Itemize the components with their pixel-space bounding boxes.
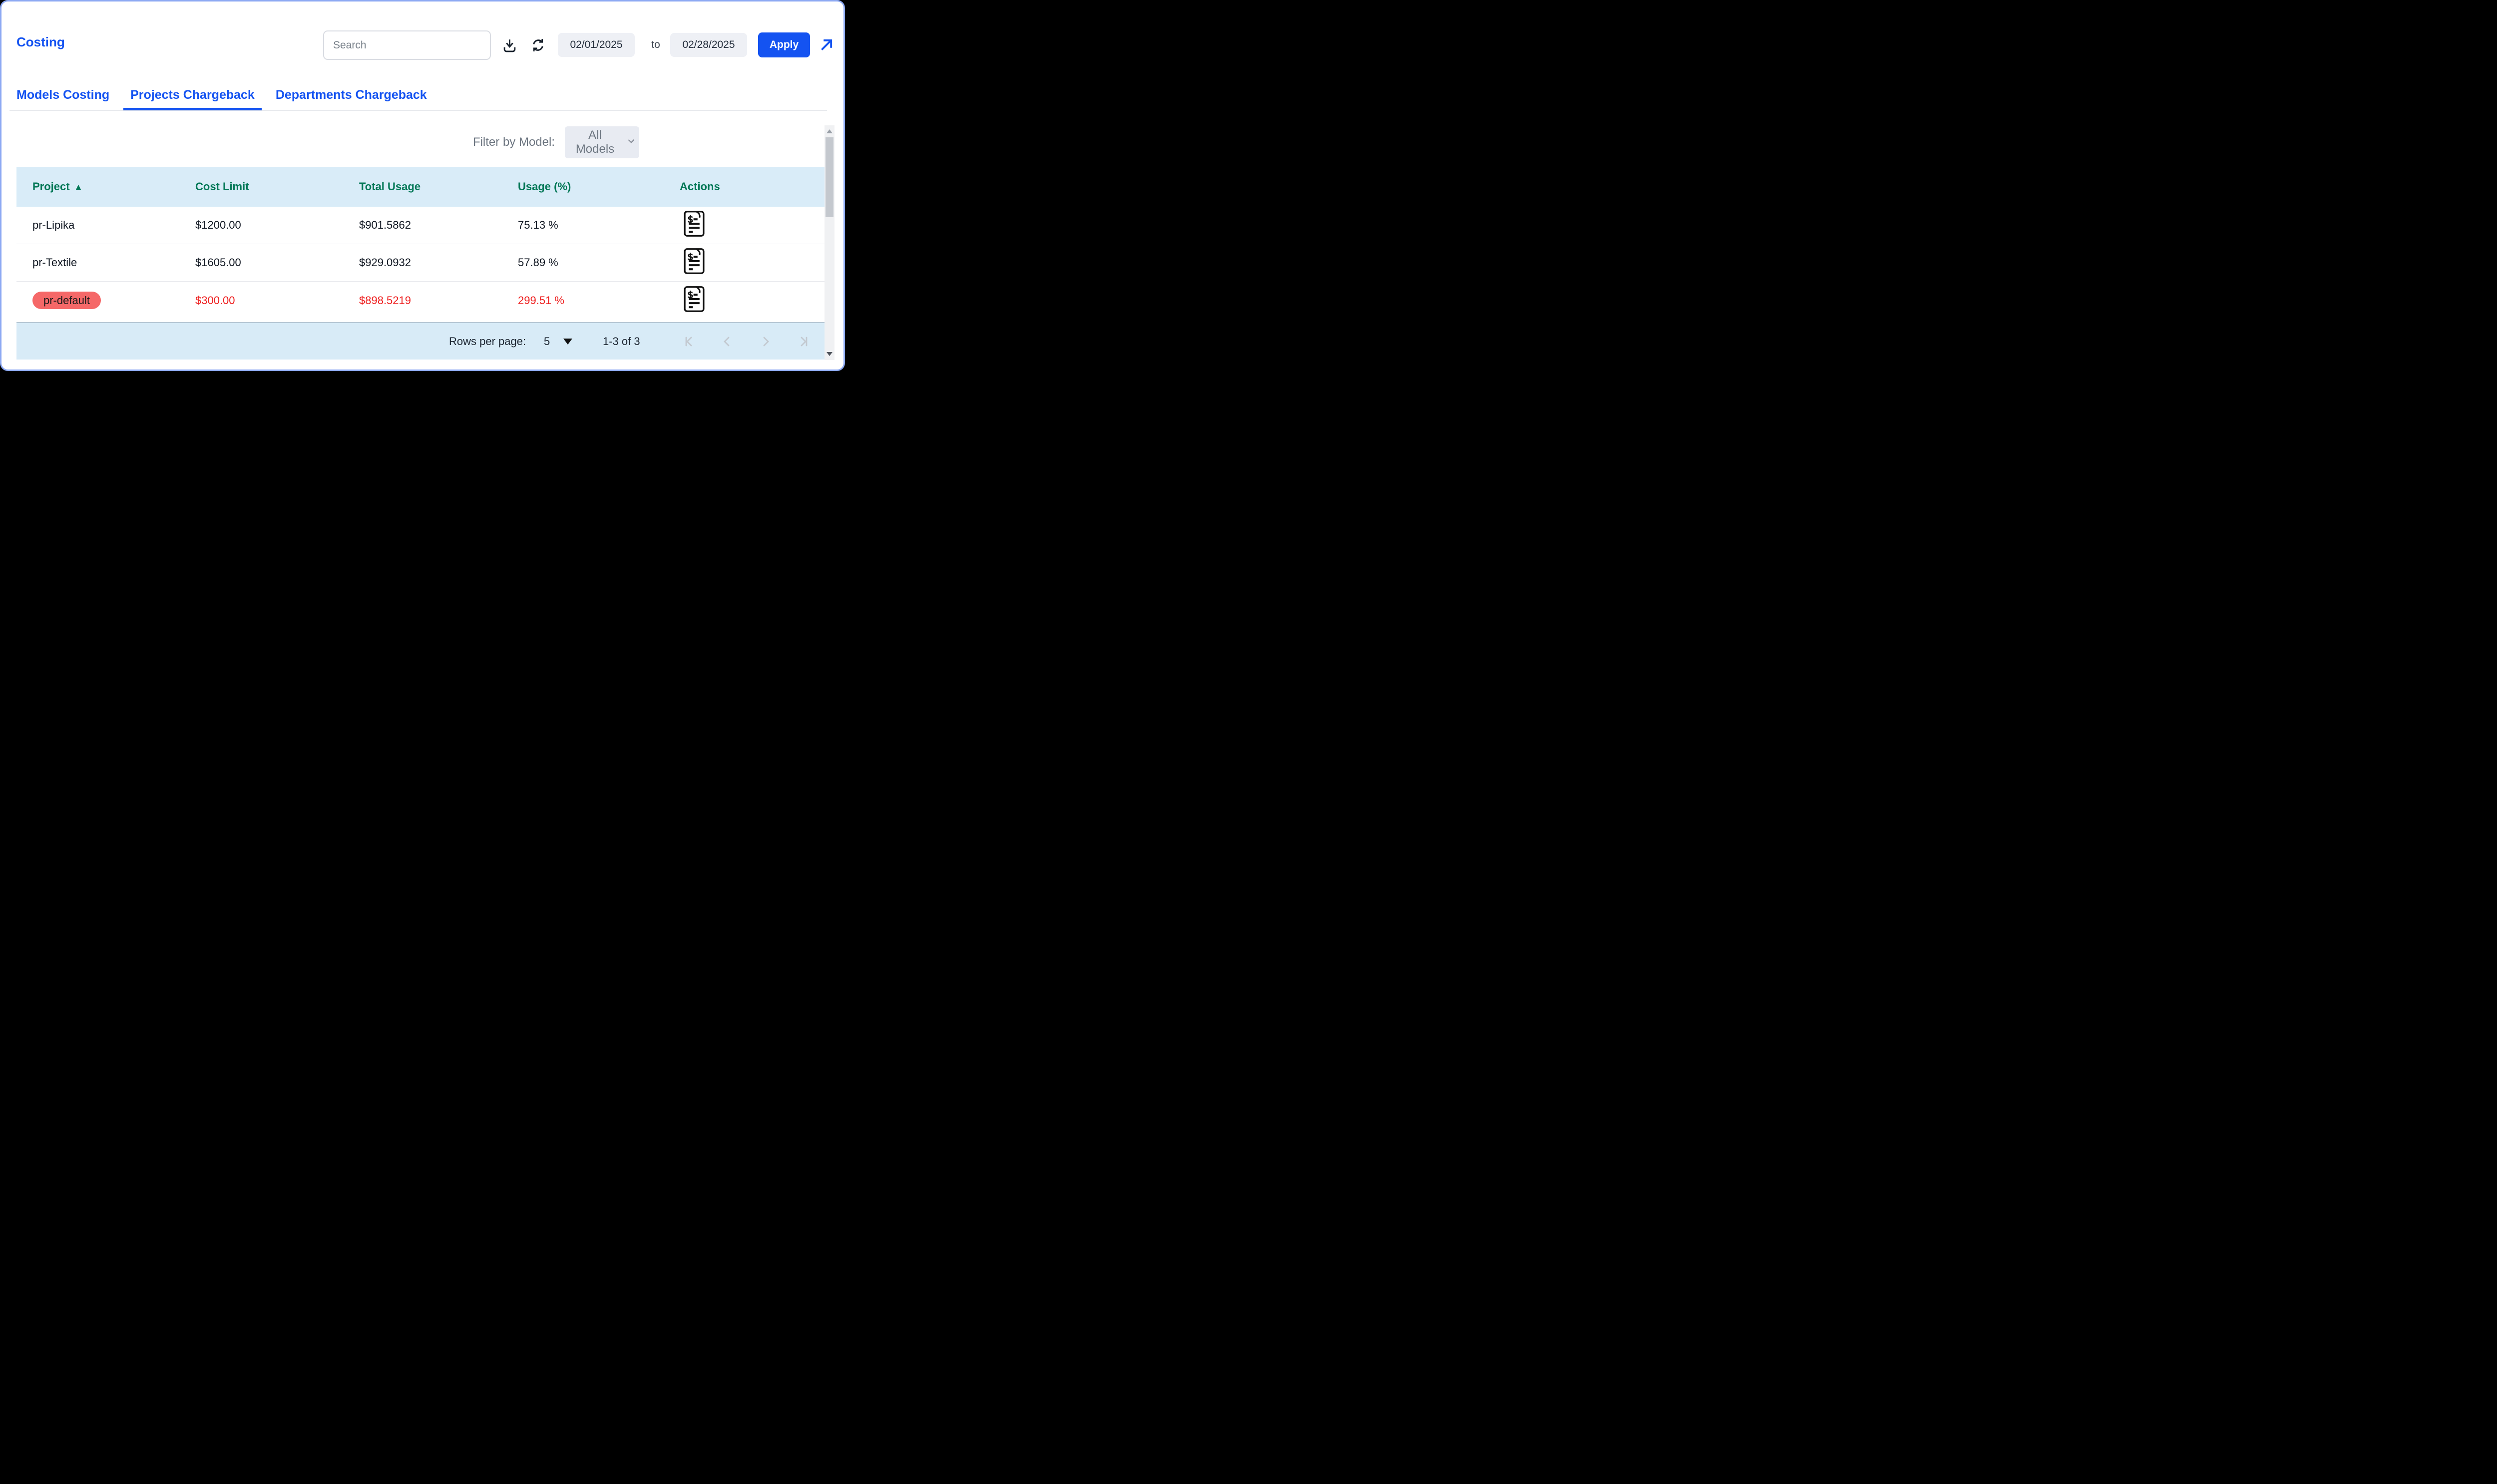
rows-per-page-value: 5 — [544, 335, 550, 348]
rows-per-page-label: Rows per page: — [449, 335, 526, 348]
column-header-total-usage: Total Usage — [359, 180, 518, 193]
table-row: pr-Textile $1605.00 $929.0932 57.89 % $ — [16, 244, 825, 282]
cost-limit-value: $300.00 — [195, 294, 359, 307]
column-header-cost-limit: Cost Limit — [195, 180, 359, 193]
cost-limit-value: $1605.00 — [195, 256, 359, 269]
usage-pct-value: 299.51 % — [518, 294, 680, 307]
prev-page-button[interactable] — [721, 336, 733, 348]
chevron-right-icon — [760, 342, 772, 349]
scroll-down-arrow-icon[interactable] — [827, 352, 832, 356]
costing-window: Costing 02/01/2025 to 02/28/2025 Apply — [0, 0, 845, 371]
page-range-label: 1-3 of 3 — [603, 335, 640, 348]
chevron-down-icon — [626, 135, 636, 149]
invoice-details-button[interactable]: $ — [683, 286, 706, 313]
download-icon — [502, 47, 517, 54]
apply-button[interactable]: Apply — [758, 32, 810, 57]
filter-by-model-label: Filter by Model: — [473, 135, 555, 149]
projects-chargeback-table: Project▲ Cost Limit Total Usage Usage (%… — [16, 167, 825, 319]
search-input[interactable] — [323, 30, 491, 60]
total-usage-value: $929.0932 — [359, 256, 518, 269]
usage-pct-value: 75.13 % — [518, 219, 680, 232]
scroll-up-arrow-icon[interactable] — [827, 129, 832, 133]
usage-pct-value: 57.89 % — [518, 256, 680, 269]
column-header-usage-pct: Usage (%) — [518, 180, 680, 193]
invoice-details-button[interactable]: $ — [683, 248, 706, 275]
table-footer: Rows per page: 5 1-3 of 3 — [16, 322, 825, 360]
rows-per-page-select[interactable]: 5 — [544, 335, 572, 348]
next-page-button[interactable] — [760, 336, 772, 348]
tab-projects-chargeback[interactable]: Projects Chargeback — [123, 88, 262, 110]
caret-down-icon — [563, 339, 572, 345]
model-filter-dropdown[interactable]: All Models — [565, 126, 639, 158]
vertical-scrollbar[interactable] — [825, 125, 834, 360]
model-filter-row: Filter by Model: All Models — [473, 126, 639, 158]
refresh-icon — [530, 47, 546, 54]
download-button[interactable] — [502, 37, 517, 53]
page-title: Costing — [16, 34, 65, 50]
total-usage-value: $898.5219 — [359, 294, 518, 307]
date-from-input[interactable]: 02/01/2025 — [558, 33, 635, 57]
refresh-button[interactable] — [530, 37, 546, 53]
tab-models-costing[interactable]: Models Costing — [9, 88, 116, 110]
table-row: pr-Lipika $1200.00 $901.5862 75.13 % $ — [16, 207, 825, 244]
project-name: pr-Textile — [32, 256, 195, 269]
invoice-details-button[interactable]: $ — [683, 210, 706, 237]
tab-bar: Models Costing Projects Chargeback Depar… — [9, 88, 827, 111]
first-page-button[interactable] — [683, 336, 695, 348]
date-range-to-label: to — [645, 33, 667, 57]
project-name: pr-Lipika — [32, 219, 195, 232]
chevron-left-icon — [721, 342, 733, 349]
cost-limit-value: $1200.00 — [195, 219, 359, 232]
external-link-icon — [820, 46, 834, 53]
column-header-actions: Actions — [680, 180, 825, 193]
project-over-limit-badge: pr-default — [32, 292, 101, 309]
table-row: pr-default $300.00 $898.5219 299.51 % $ — [16, 282, 825, 319]
tab-departments-chargeback[interactable]: Departments Chargeback — [269, 88, 434, 110]
table-header-row: Project▲ Cost Limit Total Usage Usage (%… — [16, 167, 825, 207]
model-filter-value: All Models — [568, 128, 622, 156]
column-header-project[interactable]: Project▲ — [32, 180, 195, 193]
scrollbar-thumb[interactable] — [826, 137, 833, 217]
date-to-input[interactable]: 02/28/2025 — [670, 33, 747, 57]
first-page-icon — [683, 342, 695, 349]
total-usage-value: $901.5862 — [359, 219, 518, 232]
pagination-controls — [683, 336, 810, 348]
receipt-icon: $ — [683, 269, 706, 276]
last-page-button[interactable] — [798, 336, 810, 348]
last-page-icon — [798, 342, 810, 349]
sort-asc-icon: ▲ — [74, 182, 83, 193]
external-link-button[interactable] — [820, 37, 834, 52]
receipt-icon: $ — [683, 231, 706, 239]
receipt-icon: $ — [683, 307, 706, 314]
